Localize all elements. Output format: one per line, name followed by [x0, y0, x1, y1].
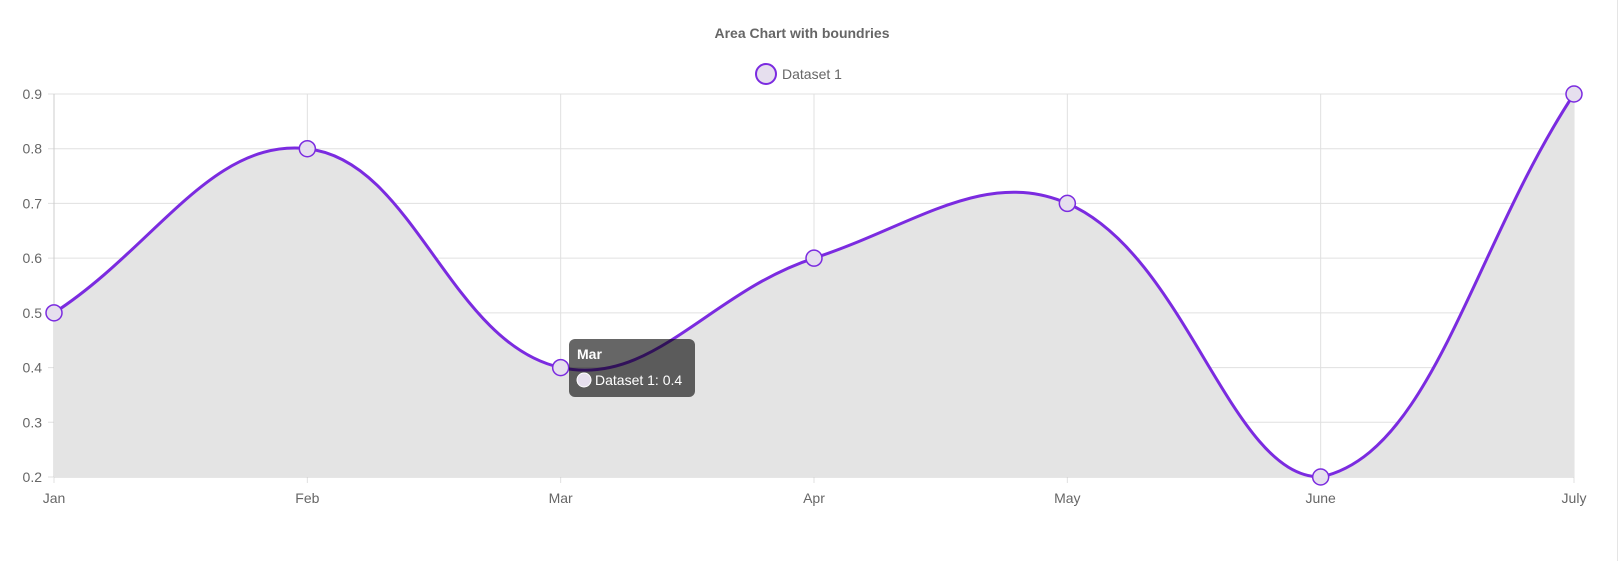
data-point-june[interactable]: [1311, 468, 1330, 486]
data-point-may[interactable]: [1058, 194, 1077, 213]
x-tick-label: Jan: [43, 490, 66, 506]
y-tick-label: 0.3: [23, 414, 43, 430]
data-point-feb[interactable]: [298, 139, 317, 158]
y-tick-label: 0.7: [23, 195, 43, 211]
legend[interactable]: Dataset 1: [755, 63, 842, 85]
legend-label-dataset-1[interactable]: Dataset 1: [782, 66, 842, 82]
tooltip-label: Dataset 1: 0.4: [595, 372, 682, 388]
data-points[interactable]: [45, 85, 1583, 486]
x-tick-label: Feb: [295, 490, 319, 506]
y-tick-label: 0.9: [23, 86, 43, 102]
data-point-mar[interactable]: [551, 358, 570, 377]
data-point-apr[interactable]: [805, 249, 823, 267]
y-tick-label: 0.8: [23, 141, 43, 157]
x-tick-label: Mar: [549, 490, 573, 506]
chart-title: Area Chart with boundries: [714, 25, 889, 41]
data-point-july[interactable]: [1565, 85, 1583, 103]
x-tick-label: May: [1054, 490, 1080, 506]
legend-swatch-dataset-1[interactable]: [755, 63, 777, 85]
x-axis-ticks: Jan Feb Mar Apr May June July: [43, 490, 1587, 506]
tooltip: Mar Dataset 1: 0.4: [569, 339, 695, 397]
page-edge-divider: [1617, 0, 1618, 561]
y-axis-ticks: 0.2 0.3 0.4 0.5 0.6 0.7 0.8 0.9: [23, 86, 43, 485]
x-tick-label: Apr: [803, 490, 825, 506]
y-tick-label: 0.2: [23, 469, 43, 485]
y-tick-label: 0.5: [23, 305, 43, 321]
y-tick-label: 0.6: [23, 250, 43, 266]
area-fill: [54, 94, 1574, 477]
x-tick-label: June: [1305, 490, 1336, 506]
tooltip-title: Mar: [577, 346, 602, 362]
data-point-jan[interactable]: [45, 304, 63, 322]
tooltip-swatch: [576, 372, 592, 388]
x-tick-label: July: [1562, 490, 1587, 506]
tooltip-box: [569, 339, 695, 397]
y-tick-label: 0.4: [23, 360, 43, 376]
